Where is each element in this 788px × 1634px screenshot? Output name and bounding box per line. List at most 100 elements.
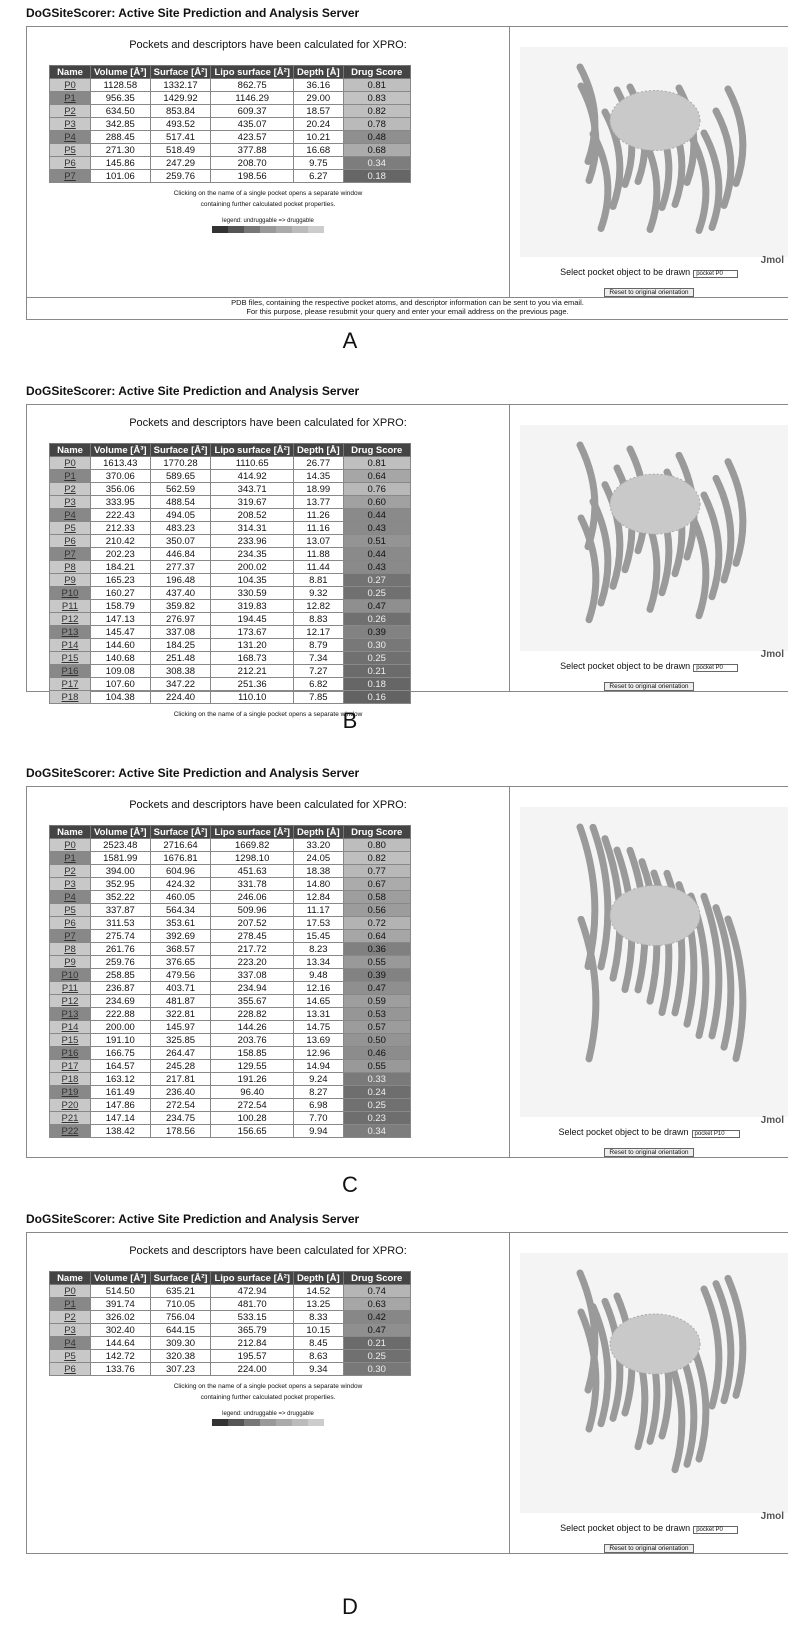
- pocket-link[interactable]: P16: [50, 665, 91, 678]
- reset-button[interactable]: Reset to original orientation: [604, 288, 693, 297]
- pocket-link[interactable]: P1: [50, 852, 91, 865]
- pocket-row: P13222.88322.81228.8213.310.53: [50, 1008, 411, 1021]
- pocket-link[interactable]: P10: [50, 969, 91, 982]
- pocket-link[interactable]: P15: [50, 652, 91, 665]
- cell: 222.88: [91, 1008, 151, 1021]
- cell: 0.58: [343, 891, 410, 904]
- cell: 423.57: [211, 131, 293, 144]
- pocket-link[interactable]: P1: [50, 1298, 91, 1311]
- cell: 234.75: [150, 1112, 211, 1125]
- pocket-link[interactable]: P12: [50, 995, 91, 1008]
- pocket-link[interactable]: P2: [50, 105, 91, 118]
- cell: 0.76: [343, 483, 410, 496]
- pocket-link[interactable]: P3: [50, 1324, 91, 1337]
- pocket-link[interactable]: P11: [50, 982, 91, 995]
- pocket-link[interactable]: P9: [50, 574, 91, 587]
- pocket-link[interactable]: P18: [50, 1073, 91, 1086]
- pocket-link[interactable]: P8: [50, 943, 91, 956]
- cell: 6.27: [293, 170, 343, 183]
- cell: 0.57: [343, 1021, 410, 1034]
- cell: 276.97: [150, 613, 211, 626]
- pocket-link[interactable]: P5: [50, 1350, 91, 1363]
- pocket-link[interactable]: P12: [50, 613, 91, 626]
- pocket-link[interactable]: P2: [50, 865, 91, 878]
- pocket-link[interactable]: P5: [50, 904, 91, 917]
- jmol-label: Jmol: [761, 1115, 784, 1126]
- pocket-link[interactable]: P13: [50, 1008, 91, 1021]
- jmol-label: Jmol: [761, 1511, 784, 1522]
- pocket-dropdown[interactable]: pocket P0: [693, 1526, 738, 1534]
- cell: 451.63: [211, 865, 293, 878]
- pocket-link[interactable]: P7: [50, 170, 91, 183]
- intro-text: Pockets and descriptors have been calcul…: [27, 1245, 509, 1257]
- pocket-dropdown[interactable]: pocket P10: [692, 1130, 740, 1138]
- cell: 233.96: [211, 535, 293, 548]
- pocket-link[interactable]: P5: [50, 522, 91, 535]
- page: DoGSiteScorer: Active Site Prediction an…: [0, 0, 788, 1634]
- cell: 140.68: [91, 652, 151, 665]
- cell: 392.69: [150, 930, 211, 943]
- pocket-link[interactable]: P0: [50, 1285, 91, 1298]
- pocket-link[interactable]: P20: [50, 1099, 91, 1112]
- pocket-link[interactable]: P4: [50, 131, 91, 144]
- cell: 0.59: [343, 995, 410, 1008]
- pocket-link[interactable]: P1: [50, 470, 91, 483]
- pocket-link[interactable]: P17: [50, 1060, 91, 1073]
- cell: 8.33: [293, 1311, 343, 1324]
- pocket-link[interactable]: P3: [50, 496, 91, 509]
- pocket-link[interactable]: P14: [50, 1021, 91, 1034]
- cell: 7.85: [293, 691, 343, 704]
- cell: 138.42: [91, 1125, 151, 1138]
- pocket-link[interactable]: P11: [50, 600, 91, 613]
- cell: 493.52: [150, 118, 211, 131]
- pocket-link[interactable]: P0: [50, 839, 91, 852]
- pocket-link[interactable]: P3: [50, 118, 91, 131]
- pocket-link[interactable]: P17: [50, 678, 91, 691]
- reset-button[interactable]: Reset to original orientation: [604, 1544, 693, 1553]
- cell: 10.21: [293, 131, 343, 144]
- pocket-link[interactable]: P19: [50, 1086, 91, 1099]
- pocket-link[interactable]: P0: [50, 79, 91, 92]
- cell: 144.60: [91, 639, 151, 652]
- pocket-link[interactable]: P6: [50, 917, 91, 930]
- pocket-link[interactable]: P21: [50, 1112, 91, 1125]
- pocket-link[interactable]: P4: [50, 891, 91, 904]
- pocket-link[interactable]: P18: [50, 691, 91, 704]
- pocket-link[interactable]: P2: [50, 1311, 91, 1324]
- pocket-link[interactable]: P14: [50, 639, 91, 652]
- reset-button[interactable]: Reset to original orientation: [604, 682, 693, 691]
- pocket-link[interactable]: P6: [50, 157, 91, 170]
- pocket-dropdown[interactable]: pocket P0: [693, 664, 738, 672]
- pocket-link[interactable]: P2: [50, 483, 91, 496]
- cell: 168.73: [211, 652, 293, 665]
- pocket-link[interactable]: P9: [50, 956, 91, 969]
- pocket-link[interactable]: P16: [50, 1047, 91, 1060]
- pocket-link[interactable]: P22: [50, 1125, 91, 1138]
- pocket-link[interactable]: P8: [50, 561, 91, 574]
- pocket-link[interactable]: P10: [50, 587, 91, 600]
- cell: 0.47: [343, 1324, 410, 1337]
- pocket-link[interactable]: P4: [50, 509, 91, 522]
- pocket-link[interactable]: P6: [50, 535, 91, 548]
- pocket-dropdown[interactable]: pocket P0: [693, 270, 738, 278]
- jmol-label: Jmol: [761, 255, 784, 266]
- cell: 562.59: [150, 483, 211, 496]
- pocket-link[interactable]: P4: [50, 1337, 91, 1350]
- pocket-link[interactable]: P1: [50, 92, 91, 105]
- pocket-link[interactable]: P6: [50, 1363, 91, 1376]
- cell: 15.45: [293, 930, 343, 943]
- pocket-link[interactable]: P15: [50, 1034, 91, 1047]
- pocket-link[interactable]: P13: [50, 626, 91, 639]
- cell: 210.42: [91, 535, 151, 548]
- pocket-link[interactable]: P0: [50, 457, 91, 470]
- pocket-row: P02523.482716.641669.8233.200.80: [50, 839, 411, 852]
- reset-button[interactable]: Reset to original orientation: [604, 1148, 693, 1157]
- panel-box: Pockets and descriptors have been calcul…: [26, 1232, 788, 1554]
- pocket-link[interactable]: P5: [50, 144, 91, 157]
- column-header: Volume [Å³]: [91, 66, 151, 79]
- column-header: Lipo surface [Å²]: [211, 66, 293, 79]
- pocket-link[interactable]: P7: [50, 930, 91, 943]
- pocket-link[interactable]: P3: [50, 878, 91, 891]
- cell: 272.54: [211, 1099, 293, 1112]
- pocket-link[interactable]: P7: [50, 548, 91, 561]
